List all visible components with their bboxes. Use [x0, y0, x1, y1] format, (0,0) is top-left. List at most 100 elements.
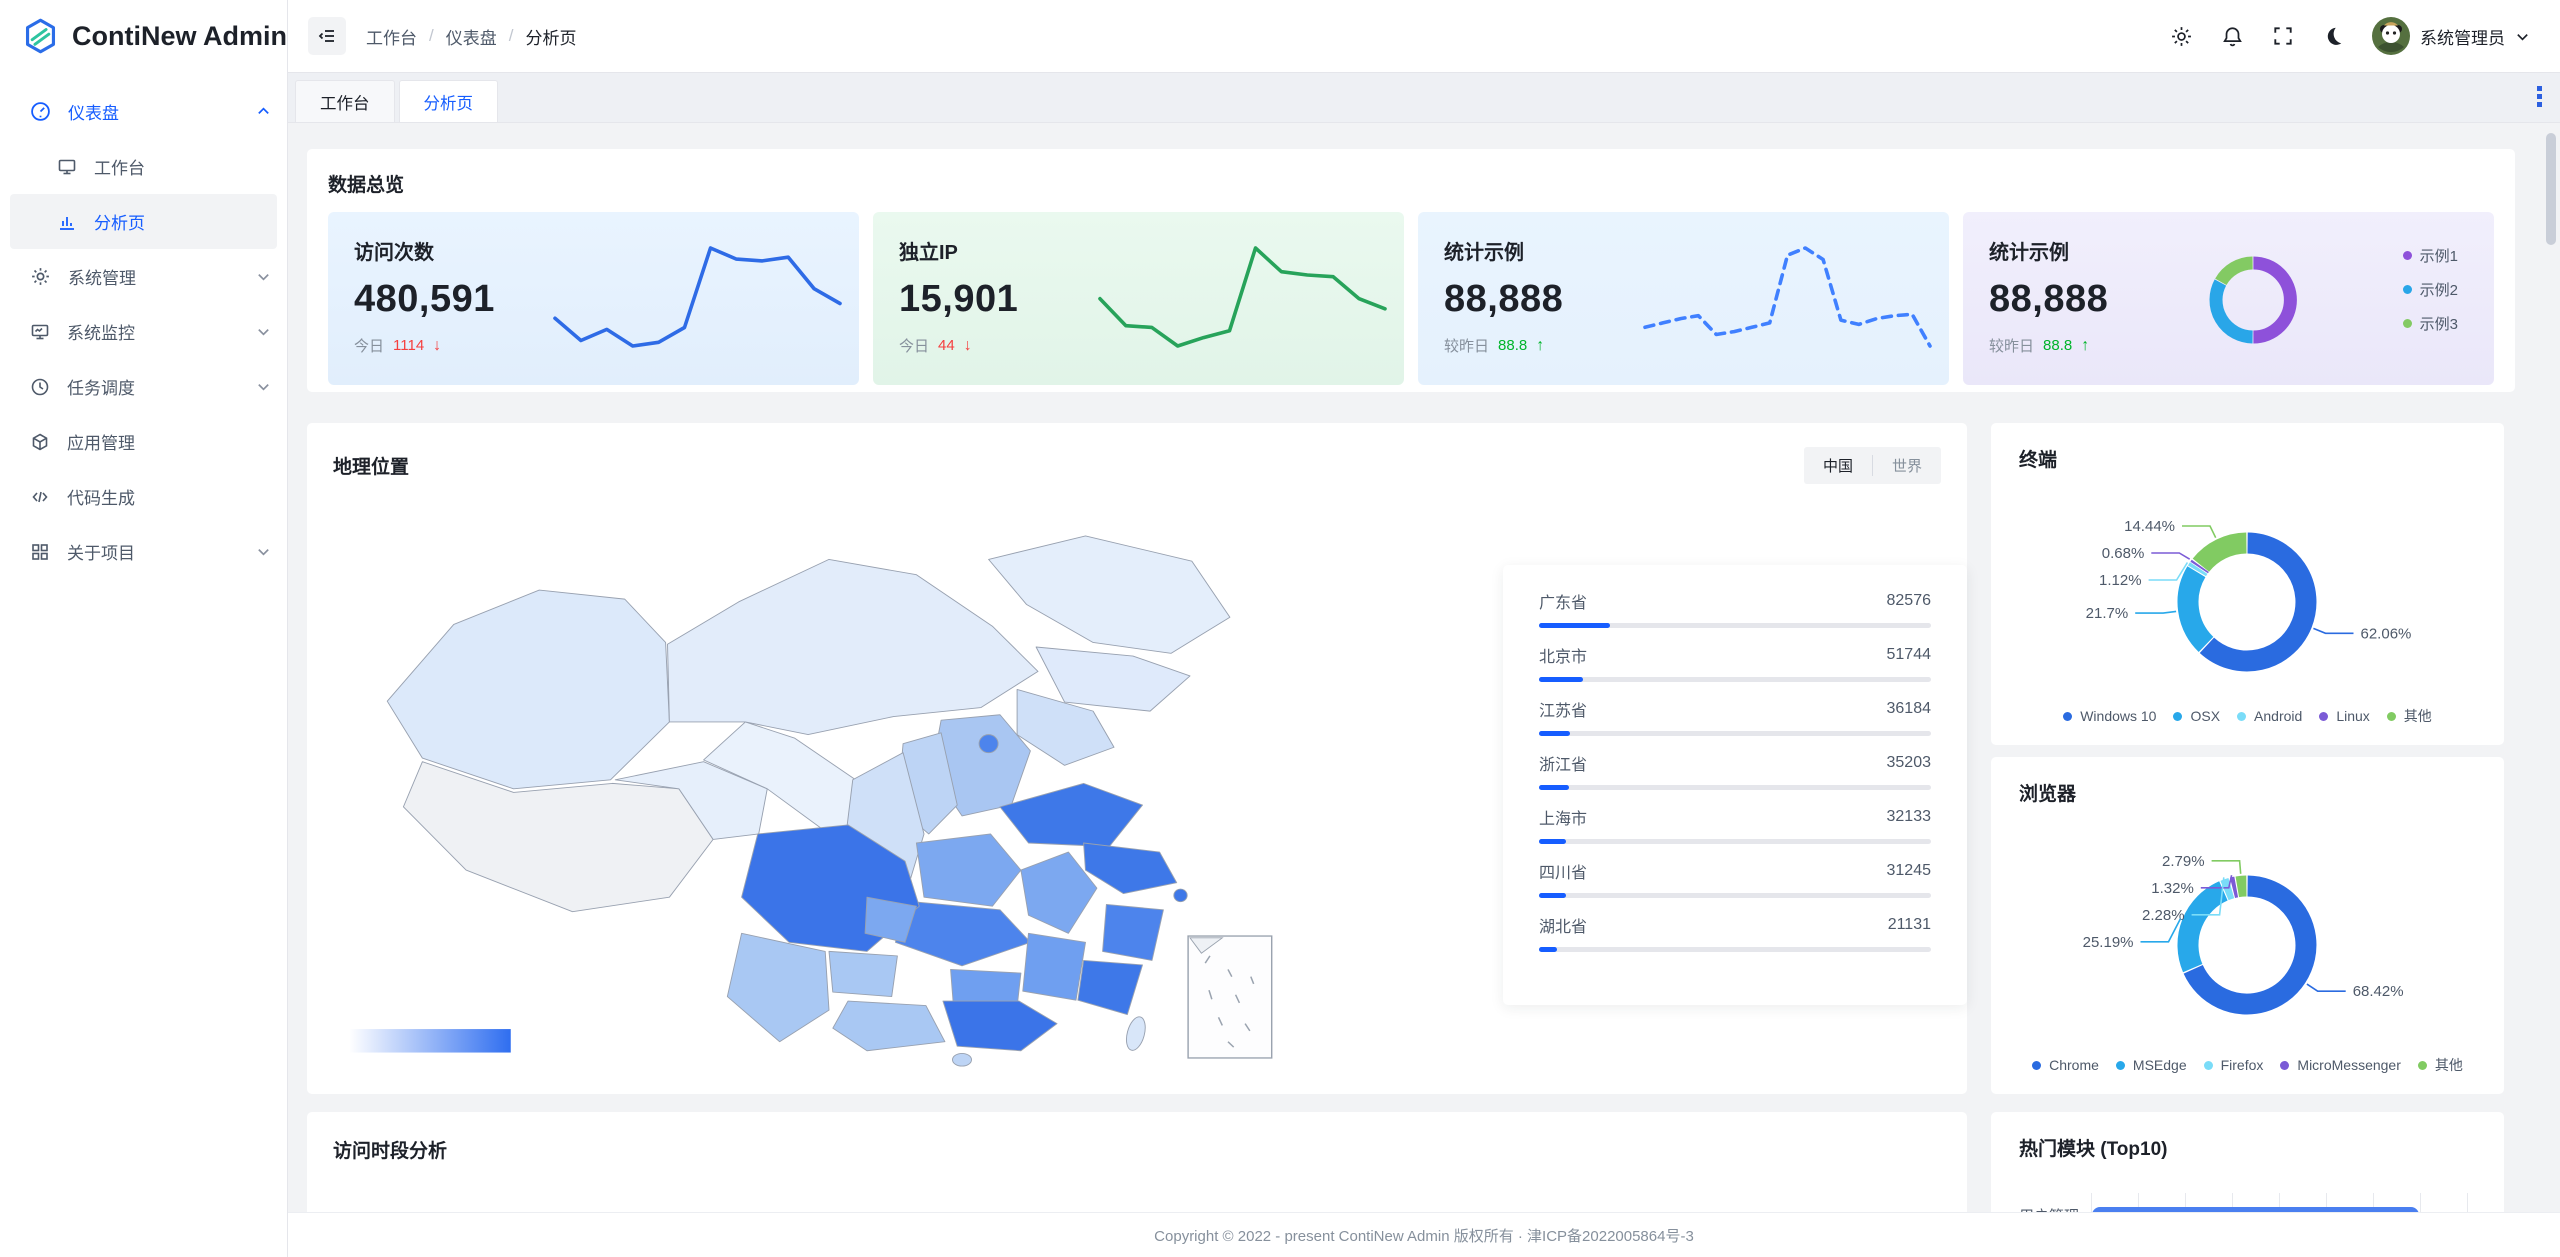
stat-title: 统计示例: [1444, 242, 1524, 264]
user-menu[interactable]: 系统管理员: [2372, 17, 2530, 55]
settings-icon[interactable]: [2170, 25, 2193, 48]
code-icon: [32, 491, 48, 502]
sidebar-item-dashboard[interactable]: 仪表盘: [0, 84, 287, 139]
province-row: 北京市 51744: [1539, 643, 1931, 682]
stat-title: 独立IP: [899, 242, 958, 264]
legend-label: Android: [2254, 708, 2303, 724]
tab-more-icon[interactable]: [2537, 86, 2542, 107]
province-row: 广东省 82576: [1539, 589, 1931, 628]
sidebar-item-about[interactable]: 关于项目: [0, 524, 287, 579]
svg-text:62.06%: 62.06%: [2361, 625, 2412, 642]
stat-value: 480,591: [354, 278, 495, 320]
svg-text:2.79%: 2.79%: [2162, 853, 2205, 870]
legend-label: 示例3: [2419, 316, 2458, 333]
stat-sub-label: 今日: [354, 338, 385, 355]
scrollbar-thumb[interactable]: [2546, 133, 2556, 245]
fullscreen-icon[interactable]: [2272, 25, 2294, 47]
page-footer: Copyright © 2022 - present ContiNew Admi…: [288, 1212, 2560, 1257]
province-value: 31245: [1886, 862, 1932, 879]
china-map[interactable]: [335, 507, 1285, 1072]
toggle-china[interactable]: 中国: [1822, 458, 1853, 475]
grid-icon: [32, 543, 48, 560]
choropleth-legend: [349, 1029, 511, 1053]
time-analysis-title: 访问时段分析: [333, 1141, 448, 1162]
sidebar-item-analysis[interactable]: 分析页: [10, 194, 277, 249]
visits-sparkline: [553, 246, 842, 348]
browser-card: 浏览器 2.79% 1.32% 2.28% 25.19% 68.42% Chrome M…: [1991, 757, 2504, 1094]
geo-title: 地理位置: [333, 457, 410, 478]
trend-down-icon: ↓: [963, 336, 972, 354]
menu-fold-button[interactable]: [308, 17, 346, 55]
legend-label: MSEdge: [2132, 1057, 2187, 1073]
app-logo: ContiNew Admin: [0, 0, 287, 72]
stat-tile-unique-ip: 独立IP 15,901 今日 44 ↓: [873, 212, 1404, 385]
chevron-down-icon: [256, 269, 271, 284]
stat-tile-sample-pie: 统计示例 88,888 较昨日 88.8 ↑ 示例1 示例2 示例3: [1963, 212, 2494, 385]
menu-fold-icon: [318, 30, 334, 42]
south-china-sea-inset: [1187, 935, 1273, 1059]
topbar: 工作台 / 仪表盘 / 分析页: [288, 0, 2560, 72]
breadcrumb-item[interactable]: 工作台: [366, 28, 417, 48]
sample-donut-chart: [2209, 256, 2297, 344]
app-title: ContiNew Admin: [72, 20, 287, 51]
province-value: 82576: [1886, 592, 1932, 609]
breadcrumb-item[interactable]: 仪表盘: [445, 28, 497, 48]
stat-tile-visits: 访问次数 480,591 今日 1114 ↓: [328, 212, 859, 385]
tab-analysis[interactable]: 分析页: [398, 80, 498, 122]
sidebar-item-system-monitor[interactable]: 系统监控: [0, 304, 287, 359]
legend-label: OSX: [2190, 708, 2221, 724]
breadcrumb-separator: /: [508, 26, 514, 45]
province-name: 上海市: [1539, 811, 1588, 828]
dark-mode-moon-icon[interactable]: [2322, 25, 2344, 47]
notifications-bell-icon[interactable]: [2221, 25, 2244, 48]
province-name: 北京市: [1539, 649, 1588, 666]
province-name: 广东省: [1539, 595, 1588, 612]
province-row: 湖北省 21131: [1539, 913, 1931, 952]
chevron-down-icon: [256, 544, 271, 559]
browser-legend: Chrome MSEdge Firefox MicroMessenger 其他: [1991, 1055, 2504, 1075]
stat-sub-value: 44: [938, 337, 955, 354]
stat-sub-value: 1114: [393, 337, 425, 354]
gauge-icon: [31, 102, 50, 121]
monitor-icon: [31, 324, 49, 339]
svg-text:1.32%: 1.32%: [2151, 880, 2194, 897]
terminal-card: 终端 14.44% 0.68% 1.12% 21.7% 62.06% Windows 1…: [1991, 423, 2504, 745]
trend-up-icon: ↑: [1536, 336, 1545, 354]
ip-sparkline: [1098, 246, 1387, 348]
sidebar-item-app-admin[interactable]: 应用管理: [0, 414, 287, 469]
overview-card: 数据总览 访问次数 480,591 今日 1114 ↓ 独立IP: [307, 149, 2515, 392]
stat-sub-label: 今日: [899, 338, 930, 355]
sidebar-item-label: 代码生成: [67, 489, 135, 508]
sidebar-item-task-schedule[interactable]: 任务调度: [0, 359, 287, 414]
sidebar-item-label: 系统管理: [68, 269, 136, 288]
svg-text:21.7%: 21.7%: [2086, 605, 2129, 622]
province-value: 32133: [1886, 808, 1932, 825]
topbar-actions: 系统管理员: [2170, 17, 2530, 55]
user-name: 系统管理员: [2420, 28, 2505, 48]
tab-bar: 工作台 分析页: [288, 72, 2560, 123]
tab-label: 工作台: [320, 94, 370, 113]
sidebar-item-label: 工作台: [94, 159, 145, 178]
sidebar-item-system-admin[interactable]: 系统管理: [0, 249, 287, 304]
tab-workbench[interactable]: 工作台: [295, 80, 395, 122]
stat-value: 88,888: [1989, 278, 2109, 320]
breadcrumb: 工作台 / 仪表盘 / 分析页: [366, 24, 576, 49]
province-row: 江苏省 36184: [1539, 697, 1931, 736]
province-name: 四川省: [1539, 865, 1588, 882]
toggle-world[interactable]: 世界: [1891, 458, 1922, 475]
province-value: 21131: [1887, 916, 1931, 933]
sidebar-item-code-gen[interactable]: 代码生成: [0, 469, 287, 524]
sample-donut-legend: 示例1 示例2 示例3: [2402, 245, 2458, 334]
stat-title: 访问次数: [354, 242, 434, 264]
chevron-down-icon: [2517, 33, 2528, 40]
province-row: 上海市 32133: [1539, 805, 1931, 844]
sidebar-item-label: 仪表盘: [68, 104, 119, 123]
sidebar-item-label: 任务调度: [67, 379, 135, 398]
legend-label: Linux: [2336, 708, 2370, 724]
chevron-up-icon: [256, 104, 271, 119]
legend-label: 其他: [2403, 708, 2432, 724]
sidebar-item-workbench[interactable]: 工作台: [0, 139, 287, 194]
stat-sub-label: 较昨日: [1989, 338, 2035, 355]
stat-title: 统计示例: [1989, 242, 2069, 264]
